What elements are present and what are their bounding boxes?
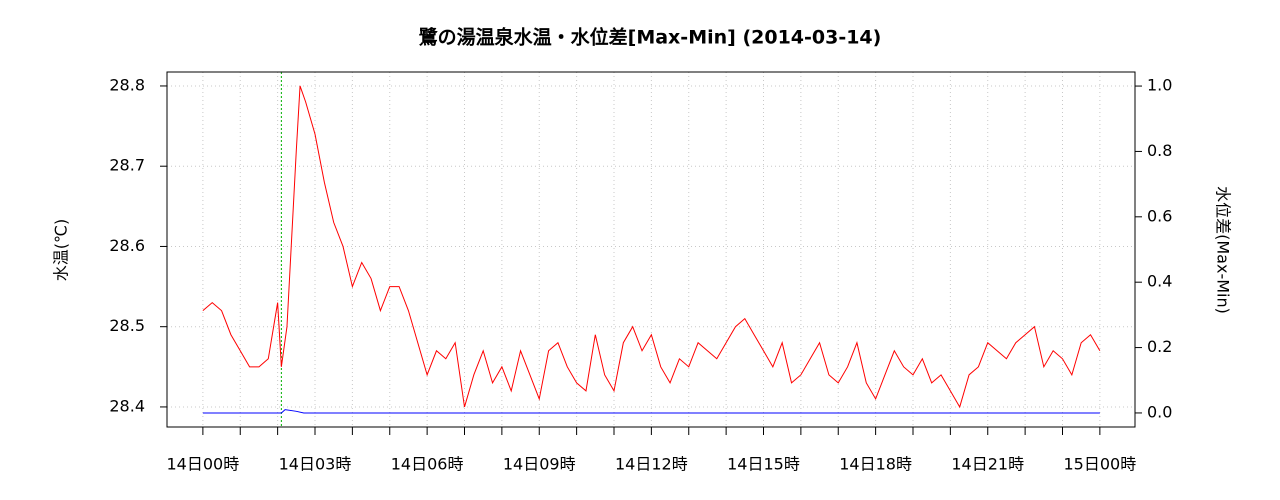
y-tick-label: 28.8 — [109, 75, 145, 94]
x-tick-label: 14日09時 — [503, 455, 576, 474]
y-axis-label: 水温(℃) — [52, 219, 71, 281]
x-tick-label: 14日18時 — [839, 455, 912, 474]
y-tick-label: 28.7 — [109, 156, 145, 175]
y-tick-label: 28.4 — [109, 396, 145, 415]
x-tick-label: 14日15時 — [727, 455, 800, 474]
y2-axis-label: 水位差(Max-Min) — [1214, 186, 1233, 314]
plot-frame — [166, 71, 1136, 428]
y-tick-label: 28.5 — [109, 316, 145, 335]
chart-title: 鷺の湯温泉水温・水位差[Max-Min] (2014-03-14) — [419, 26, 882, 49]
y2-tick-label: 0.6 — [1147, 206, 1172, 225]
y2-tick-label: 1.0 — [1147, 76, 1172, 95]
y2-tick-label: 0.0 — [1147, 402, 1172, 421]
data-line — [202, 85, 1101, 409]
data-line — [202, 409, 1100, 414]
x-tick-label: 15日00時 — [1064, 455, 1137, 474]
y-tick-label: 28.6 — [109, 236, 145, 255]
x-tick-label: 14日00時 — [167, 455, 240, 474]
y2-tick-label: 0.4 — [1147, 272, 1172, 291]
x-tick-label: 14日12時 — [615, 455, 688, 474]
x-tick-label: 14日03時 — [279, 455, 352, 474]
y2-tick-label: 0.2 — [1147, 337, 1172, 356]
x-tick-label: 14日21時 — [951, 455, 1024, 474]
x-tick-label: 14日06時 — [391, 455, 464, 474]
y2-tick-label: 0.8 — [1147, 141, 1172, 160]
